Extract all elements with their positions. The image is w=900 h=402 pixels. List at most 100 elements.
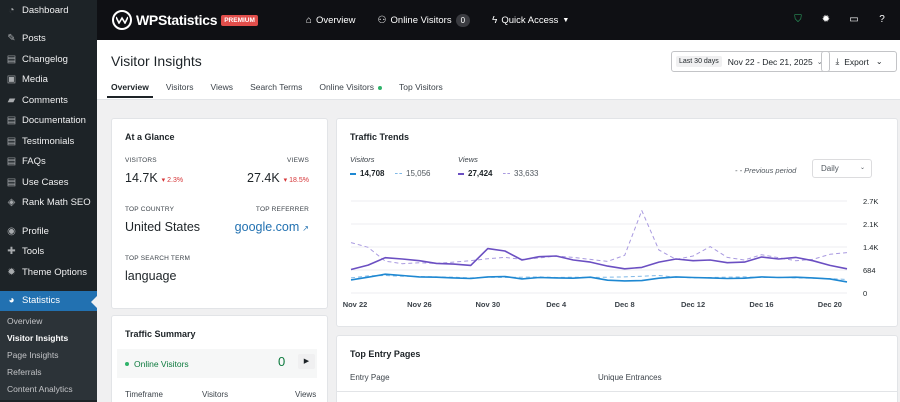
tab-top-visitors[interactable]: Top Visitors (399, 82, 443, 98)
export-label: Export (844, 56, 869, 67)
visitors-value: 14.7K ▾ 2.3% (125, 171, 183, 185)
traffic-trends-title: Traffic Trends (350, 132, 410, 142)
tab-overview[interactable]: Overview (107, 82, 153, 98)
previous-period-legend[interactable]: - - Previous period (735, 166, 797, 175)
sidebar-item-label: Dashboard (22, 4, 69, 16)
tab-visitors[interactable]: Visitors (166, 82, 194, 98)
x-tick-label: Dec 16 (749, 300, 773, 309)
sidebar-item-label: Documentation (22, 115, 86, 127)
topnav-overview[interactable]: ⌂ Overview (306, 15, 356, 26)
sidebar-item-label: Comments (22, 94, 68, 106)
legend-views-current[interactable]: 27,424 (458, 169, 492, 178)
visitors-number: 14.7K (125, 171, 158, 185)
traffic-trends-card: Traffic Trends Visitors Views 14,708 15,… (336, 118, 898, 327)
entry-page-header: Entry Page (350, 373, 390, 382)
top-entry-pages-title: Top Entry Pages (350, 349, 421, 359)
online-dot-icon (378, 85, 382, 90)
top-referrer-value: google.com (234, 220, 300, 234)
sidebar-item-comments[interactable]: ▰ Comments (0, 90, 97, 111)
topnav-online-visitors[interactable]: ⚇ Online Visitors 0 (378, 13, 471, 27)
feedback-icon[interactable]: ▭ (849, 14, 859, 25)
play-icon[interactable]: ▶ (298, 354, 315, 369)
x-tick-label: Nov 22 (343, 300, 368, 309)
top-country-label: TOP COUNTRY (125, 206, 175, 213)
sidebar-item-label: Rank Math SEO (22, 197, 91, 209)
statistics-submenu: Overview Visitor Insights Page Insights Ref… (0, 311, 97, 400)
top-navigation: ⌂ Overview ⚇ Online Visitors 0 ϟ Quick A… (306, 13, 591, 27)
chevron-down-icon: ▼ (562, 16, 570, 24)
sidebar-item-label: Testimonials (22, 135, 75, 147)
legend-swatch (503, 173, 510, 174)
tab-views[interactable]: Views (211, 82, 234, 98)
series-line-views-previous[interactable] (350, 210, 848, 265)
sidebar-item-faqs[interactable]: ▤ FAQs (0, 152, 97, 173)
legend-views-previous[interactable]: 33,633 (503, 169, 538, 178)
rank-math-icon: ◈ (7, 197, 16, 209)
chevron-down-icon: ⌄ (859, 165, 865, 171)
top-entry-pages-card: Top Entry Pages Entry Page Unique Entran… (336, 335, 898, 402)
sidebar-item-rank-math-seo[interactable]: ◈ Rank Math SEO (0, 193, 97, 214)
tab-label: Views (210, 82, 234, 92)
legend-visitors-previous-value: 15,056 (406, 169, 431, 178)
sidebar-item-documentation[interactable]: ▤ Documentation (0, 111, 97, 132)
sidebar-item-changelog[interactable]: ▤ Changelog (0, 49, 97, 70)
legend-swatch (458, 172, 464, 175)
unique-entrances-header: Unique Entrances (598, 373, 662, 382)
granularity-value: Daily (821, 164, 839, 173)
top-search-term-value: language (125, 269, 177, 283)
submenu-item-content-analytics[interactable]: Content Analytics (7, 384, 73, 394)
top-referrer-link[interactable]: google.com ↗ (235, 220, 309, 234)
views-value: 27.4K ▾ 18.5% (247, 171, 309, 185)
views-label: VIEWS (287, 157, 309, 164)
gear-icon[interactable]: ✹ (821, 14, 831, 25)
at-a-glance-title: At a Glance (125, 132, 175, 142)
series-line-views-current[interactable] (350, 247, 848, 271)
sidebar-item-tools[interactable]: ✚ Tools (0, 242, 97, 263)
changelog-icon: ▤ (6, 53, 17, 65)
sidebar-item-theme-options[interactable]: ✹ Theme Options (0, 262, 97, 283)
topnav-quick-access[interactable]: ϟ Quick Access ▼ (492, 15, 569, 26)
submenu-item-visitor-insights[interactable]: Visitor Insights (7, 333, 69, 343)
visitor-insights-tabs: Overview Visitors Views Search Terms Online … (107, 82, 460, 98)
sidebar-item-use-cases[interactable]: ▤ Use Cases (0, 172, 97, 193)
x-tick-label: Dec 12 (681, 300, 705, 309)
sidebar-item-label: Changelog (22, 53, 68, 65)
sidebar-item-label: Posts (22, 33, 46, 45)
sidebar-item-posts[interactable]: ✎ Posts (0, 29, 97, 50)
profile-icon: ◉ (7, 225, 16, 237)
sidebar-item-testimonials[interactable]: ▤ Testimonials (0, 131, 97, 152)
topnav-overview-label: Overview (315, 14, 356, 26)
sidebar-item-statistics[interactable]: ◕ Statistics (0, 290, 97, 311)
date-range-picker[interactable]: Last 30 days Nov 22 - Dec 21, 2025 ⌄ (671, 51, 830, 72)
sidebar-item-media[interactable]: ▣ Media (0, 70, 97, 91)
legend-visitors-current[interactable]: 14,708 (350, 169, 384, 178)
sidebar-item-dashboard[interactable]: ◔ Dashboard (0, 0, 97, 21)
sidebar-item-label: Use Cases (22, 176, 69, 188)
y-tick-label: 2.7K (863, 197, 878, 206)
tab-online-visitors[interactable]: Online Visitors (319, 82, 382, 98)
wp-statistics-logo[interactable]: WPStatistics PREMIUM (112, 10, 258, 30)
help-icon[interactable]: ? (879, 14, 885, 25)
sidebar-item-label: Theme Options (22, 266, 87, 278)
sidebar-item-profile[interactable]: ◉ Profile (0, 221, 97, 242)
shield-check-icon[interactable]: ⛉ (794, 14, 802, 25)
topnav-online-label: Online Visitors (390, 14, 452, 26)
date-range-text: Nov 22 - Dec 21, 2025 (727, 56, 813, 67)
online-count-badge: 0 (455, 13, 471, 27)
legend-visitors-previous[interactable]: 15,056 (395, 169, 430, 178)
submenu-item-page-insights[interactable]: Page Insights (7, 350, 59, 360)
export-button[interactable]: ⤓ Export ⌄ (821, 51, 897, 72)
tab-label: Search Terms (250, 82, 303, 92)
series-line-visitors-current[interactable] (350, 273, 848, 283)
tab-search-terms[interactable]: Search Terms (250, 82, 302, 98)
x-tick-label: Dec 4 (546, 300, 567, 309)
submenu-item-overview[interactable]: Overview (7, 316, 43, 326)
y-tick-label: 1.4K (863, 243, 878, 252)
submenu-item-referrals[interactable]: Referrals (7, 367, 42, 377)
chevron-down-icon: ⌄ (875, 57, 883, 66)
y-tick-label: 2.1K (863, 220, 878, 229)
date-preset-tag: Last 30 days (676, 56, 722, 67)
sidebar-item-label: Media (22, 74, 48, 86)
visitors-label: VISITORS (125, 157, 157, 164)
granularity-select[interactable]: Daily ⌄ (812, 159, 872, 178)
